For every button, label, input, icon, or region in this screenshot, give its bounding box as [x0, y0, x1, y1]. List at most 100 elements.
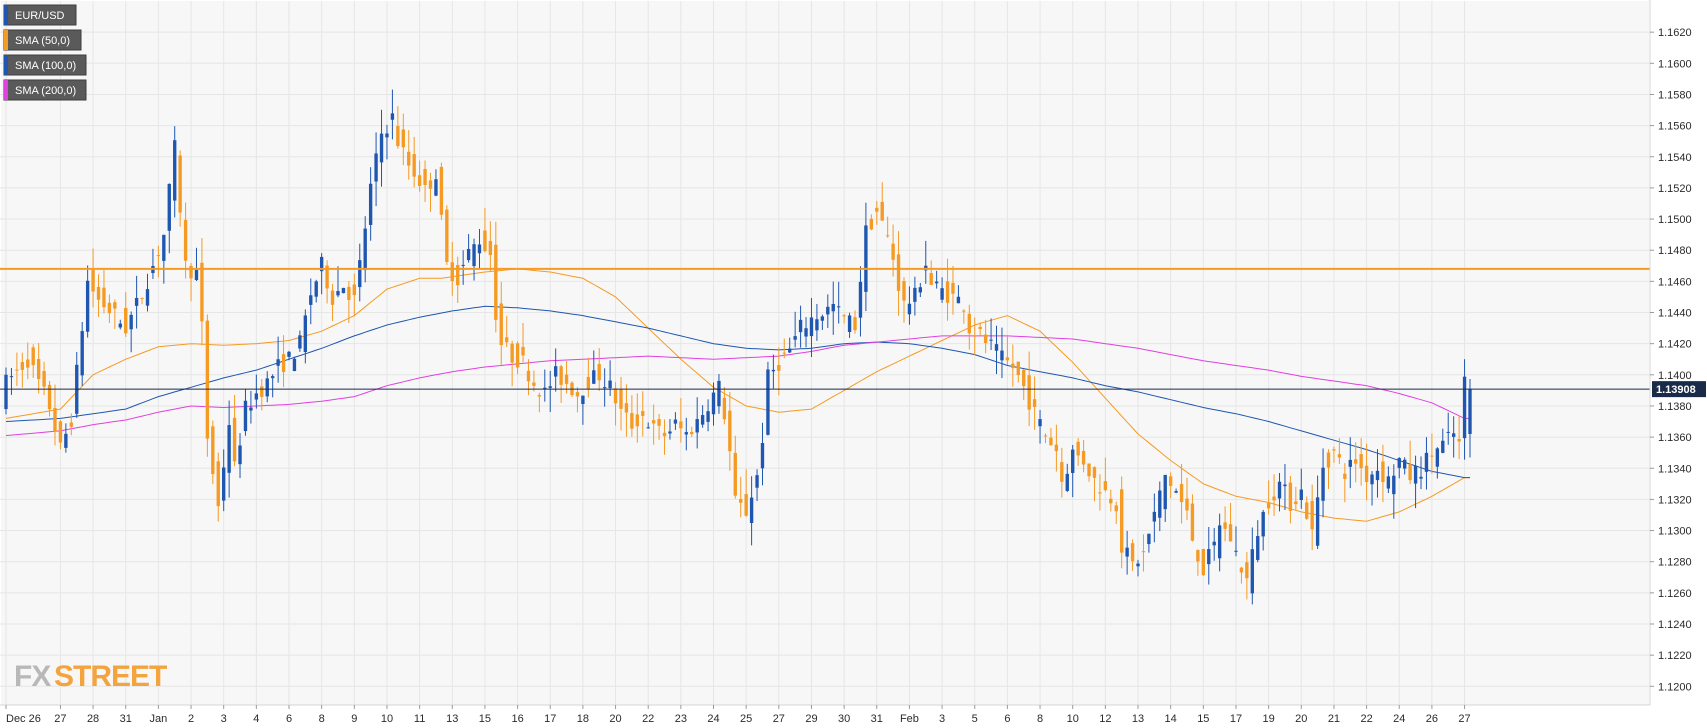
candle: [85, 265, 90, 338]
candle: [358, 243, 362, 302]
candle: [592, 350, 596, 385]
candle-body: [1185, 498, 1189, 511]
y-tick-label: 1.1260: [1658, 588, 1692, 600]
candle-body: [336, 291, 340, 296]
candle: [962, 309, 966, 324]
candle-body: [1239, 567, 1244, 573]
candle-body: [885, 235, 890, 237]
candle: [1065, 463, 1069, 493]
candle-body: [1359, 454, 1363, 469]
candle-body: [1223, 522, 1227, 529]
candle-body: [1392, 475, 1396, 495]
candle-body: [1190, 503, 1195, 541]
candle-body: [695, 419, 699, 433]
x-tick-label: Feb: [900, 713, 919, 725]
x-tick-label: 18: [577, 713, 589, 725]
candle-body: [401, 129, 405, 148]
candle-body: [1212, 541, 1216, 546]
candle: [1430, 433, 1434, 474]
candle: [858, 266, 863, 337]
candle: [64, 423, 68, 453]
candle: [548, 370, 552, 412]
candle: [1179, 463, 1184, 524]
candle: [483, 207, 487, 253]
candle: [973, 317, 977, 356]
candle-body: [412, 154, 416, 177]
candle-body: [260, 386, 264, 397]
candle-body: [1326, 452, 1331, 468]
candle-body: [194, 270, 199, 281]
x-tick-label: 30: [838, 713, 850, 725]
candle: [227, 400, 231, 498]
candle-body: [173, 140, 177, 201]
candle: [292, 356, 297, 372]
candle: [26, 342, 30, 380]
candle: [907, 286, 912, 325]
candle: [1239, 566, 1244, 584]
candle: [521, 323, 525, 363]
candle-body: [1120, 489, 1124, 553]
candle: [1076, 437, 1080, 466]
candle: [314, 279, 318, 303]
legend-item: SMA (200,0): [3, 79, 87, 101]
candle-body: [118, 323, 122, 328]
candle: [608, 360, 612, 396]
x-tick-label: 22: [642, 713, 654, 725]
candle: [929, 260, 933, 286]
candle: [1190, 494, 1195, 542]
candle-body: [755, 475, 759, 488]
candle: [113, 299, 117, 329]
candle-body: [1250, 549, 1254, 594]
candle: [896, 231, 901, 316]
candle: [657, 413, 661, 440]
candle-body: [466, 248, 471, 261]
candle-body: [1141, 551, 1146, 553]
candle-body: [483, 230, 487, 252]
candlesticks: [4, 89, 1472, 605]
candle-body: [641, 411, 645, 416]
candle: [254, 374, 259, 409]
candle: [755, 469, 759, 502]
candle-body: [1054, 444, 1059, 452]
candle-body: [368, 183, 373, 225]
candle: [417, 160, 422, 192]
candle-body: [64, 433, 68, 448]
candle-body: [722, 397, 727, 420]
candle: [597, 348, 601, 391]
last-price-badge-box: [1652, 381, 1706, 398]
candle: [9, 367, 14, 395]
y-tick-label: 1.1300: [1658, 526, 1692, 538]
candle-body: [902, 281, 906, 301]
candle: [1446, 412, 1450, 445]
candle: [1266, 480, 1271, 515]
candle: [1185, 477, 1189, 521]
candle: [602, 368, 607, 407]
candle: [140, 297, 144, 305]
candle: [739, 476, 743, 518]
candle-body: [42, 371, 46, 387]
candle-body: [891, 243, 895, 260]
candle: [270, 374, 275, 398]
candle-body: [390, 113, 395, 120]
candle-body: [494, 244, 498, 320]
y-tick-label: 1.1580: [1658, 89, 1692, 101]
y-tick-label: 1.1280: [1658, 557, 1692, 569]
candle: [662, 419, 667, 455]
candle-body: [26, 359, 30, 368]
candle-body: [1234, 550, 1238, 552]
y-tick-label: 1.1320: [1658, 494, 1692, 506]
candle: [1462, 359, 1467, 460]
x-tick-label: 8: [1037, 713, 1043, 725]
candle-body: [1016, 361, 1020, 376]
candle-body: [162, 234, 166, 261]
candle: [1234, 526, 1238, 557]
candle: [717, 374, 721, 414]
candle: [260, 379, 264, 411]
legend-swatch: [4, 55, 8, 75]
candle: [820, 314, 825, 330]
candle-body: [1397, 458, 1401, 468]
candle: [1245, 552, 1249, 600]
candle-body: [505, 337, 509, 343]
candle: [336, 266, 340, 298]
candle: [309, 278, 313, 325]
